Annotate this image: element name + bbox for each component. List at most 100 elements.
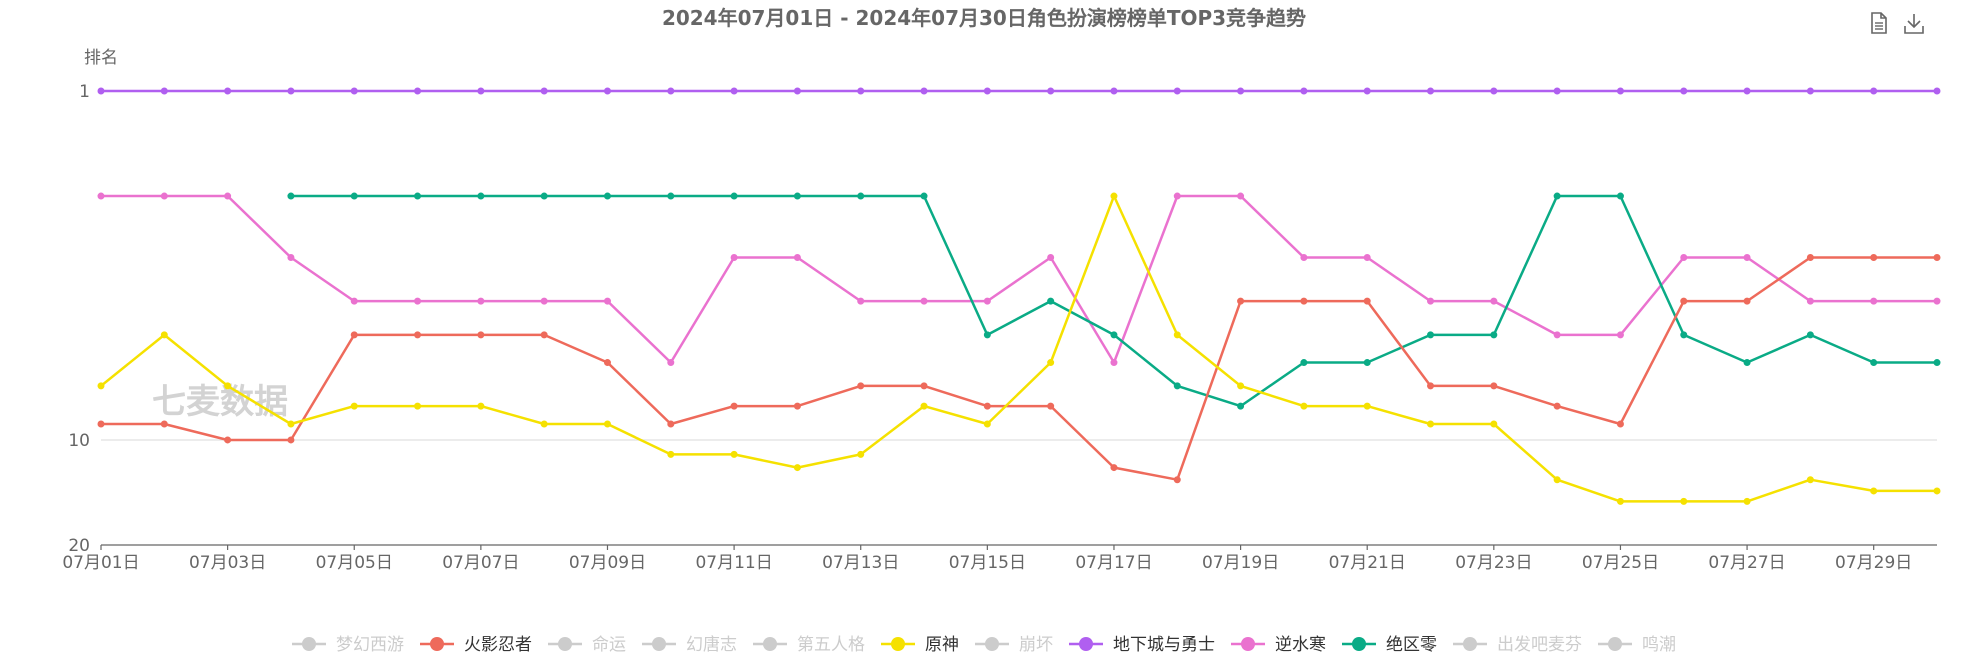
data-point[interactable] bbox=[730, 192, 738, 200]
data-point[interactable] bbox=[920, 297, 928, 305]
data-point[interactable] bbox=[160, 87, 168, 95]
data-point[interactable] bbox=[224, 192, 232, 200]
data-point[interactable] bbox=[1933, 87, 1941, 95]
data-point[interactable] bbox=[1870, 253, 1878, 261]
data-point[interactable] bbox=[1870, 359, 1878, 367]
data-point[interactable] bbox=[603, 359, 611, 367]
data-point[interactable] bbox=[1110, 192, 1118, 200]
data-point[interactable] bbox=[1616, 192, 1624, 200]
data-point[interactable] bbox=[983, 402, 991, 410]
data-point[interactable] bbox=[1616, 87, 1624, 95]
data-point[interactable] bbox=[477, 297, 485, 305]
legend-item-幻唐志[interactable]: 幻唐志 bbox=[642, 634, 737, 655]
data-point[interactable] bbox=[1110, 331, 1118, 339]
data-point[interactable] bbox=[1870, 87, 1878, 95]
data-point[interactable] bbox=[1616, 331, 1624, 339]
data-point[interactable] bbox=[793, 253, 801, 261]
data-point[interactable] bbox=[1680, 497, 1688, 505]
data-point[interactable] bbox=[793, 87, 801, 95]
data-point[interactable] bbox=[1110, 464, 1118, 472]
data-point[interactable] bbox=[1743, 497, 1751, 505]
data-point[interactable] bbox=[1237, 192, 1245, 200]
data-point[interactable] bbox=[857, 450, 865, 458]
data-point[interactable] bbox=[603, 192, 611, 200]
data-point[interactable] bbox=[350, 192, 358, 200]
data-point[interactable] bbox=[1743, 253, 1751, 261]
data-point[interactable] bbox=[603, 87, 611, 95]
data-point[interactable] bbox=[287, 436, 295, 444]
series-line[interactable] bbox=[101, 194, 1937, 364]
data-point[interactable] bbox=[224, 436, 232, 444]
data-point[interactable] bbox=[1680, 331, 1688, 339]
data-point[interactable] bbox=[477, 192, 485, 200]
data-point[interactable] bbox=[1237, 87, 1245, 95]
series-line[interactable] bbox=[100, 194, 1937, 503]
data-point[interactable] bbox=[287, 253, 295, 261]
data-point[interactable] bbox=[350, 297, 358, 305]
data-point[interactable] bbox=[540, 420, 548, 428]
data-point[interactable] bbox=[1047, 253, 1055, 261]
data-point[interactable] bbox=[1047, 297, 1055, 305]
data-point[interactable] bbox=[1427, 331, 1435, 339]
data-point[interactable] bbox=[857, 297, 865, 305]
data-point[interactable] bbox=[730, 87, 738, 95]
series-line[interactable] bbox=[101, 256, 1937, 481]
legend-item-原神[interactable]: 原神 bbox=[881, 635, 959, 655]
data-point[interactable] bbox=[1173, 382, 1181, 390]
data-point[interactable] bbox=[1680, 253, 1688, 261]
data-point[interactable] bbox=[1173, 192, 1181, 200]
data-point[interactable] bbox=[97, 192, 105, 200]
data-point[interactable] bbox=[1427, 382, 1435, 390]
data-point[interactable] bbox=[793, 192, 801, 200]
data-point[interactable] bbox=[1553, 192, 1561, 200]
data-point[interactable] bbox=[350, 331, 358, 339]
data-point[interactable] bbox=[1300, 359, 1308, 367]
data-point[interactable] bbox=[414, 297, 422, 305]
data-point[interactable] bbox=[350, 87, 358, 95]
data-point[interactable] bbox=[1743, 87, 1751, 95]
data-point[interactable] bbox=[1933, 359, 1941, 367]
data-point[interactable] bbox=[1553, 402, 1561, 410]
data-point[interactable] bbox=[287, 420, 295, 428]
data-point[interactable] bbox=[1806, 476, 1814, 484]
data-point[interactable] bbox=[667, 87, 675, 95]
data-point[interactable] bbox=[730, 450, 738, 458]
data-point[interactable] bbox=[1490, 382, 1498, 390]
download-icon[interactable] bbox=[1903, 12, 1925, 34]
data-point[interactable] bbox=[414, 87, 422, 95]
data-point[interactable] bbox=[983, 87, 991, 95]
data-point[interactable] bbox=[1047, 87, 1055, 95]
data-point[interactable] bbox=[857, 382, 865, 390]
data-point[interactable] bbox=[224, 87, 232, 95]
data-point[interactable] bbox=[1173, 87, 1181, 95]
data-point[interactable] bbox=[1806, 87, 1814, 95]
data-point[interactable] bbox=[1490, 420, 1498, 428]
data-point[interactable] bbox=[1427, 297, 1435, 305]
data-point[interactable] bbox=[1363, 253, 1371, 261]
data-point[interactable] bbox=[1806, 331, 1814, 339]
data-point[interactable] bbox=[983, 297, 991, 305]
legend-item-鸣潮[interactable]: 鸣潮 bbox=[1598, 635, 1676, 655]
legend-item-火影忍者[interactable]: 火影忍者 bbox=[420, 635, 532, 655]
legend-item-逆水寒[interactable]: 逆水寒 bbox=[1231, 635, 1326, 655]
data-point[interactable] bbox=[1933, 297, 1941, 305]
data-point[interactable] bbox=[224, 382, 232, 390]
data-point[interactable] bbox=[920, 402, 928, 410]
data-point[interactable] bbox=[730, 402, 738, 410]
data-point[interactable] bbox=[1933, 487, 1941, 495]
data-point[interactable] bbox=[540, 297, 548, 305]
data-point[interactable] bbox=[1806, 253, 1814, 261]
data-point[interactable] bbox=[97, 420, 105, 428]
data-point[interactable] bbox=[1427, 87, 1435, 95]
data-point[interactable] bbox=[1300, 402, 1308, 410]
data-point[interactable] bbox=[1427, 420, 1435, 428]
data-point[interactable] bbox=[603, 297, 611, 305]
data-point[interactable] bbox=[540, 192, 548, 200]
data-point[interactable] bbox=[160, 420, 168, 428]
data-point[interactable] bbox=[603, 420, 611, 428]
data-point[interactable] bbox=[1363, 87, 1371, 95]
data-point[interactable] bbox=[793, 464, 801, 472]
legend-item-梦幻西游[interactable]: 梦幻西游 bbox=[292, 635, 404, 655]
legend-item-命运[interactable]: 命运 bbox=[548, 635, 626, 655]
data-point[interactable] bbox=[920, 87, 928, 95]
